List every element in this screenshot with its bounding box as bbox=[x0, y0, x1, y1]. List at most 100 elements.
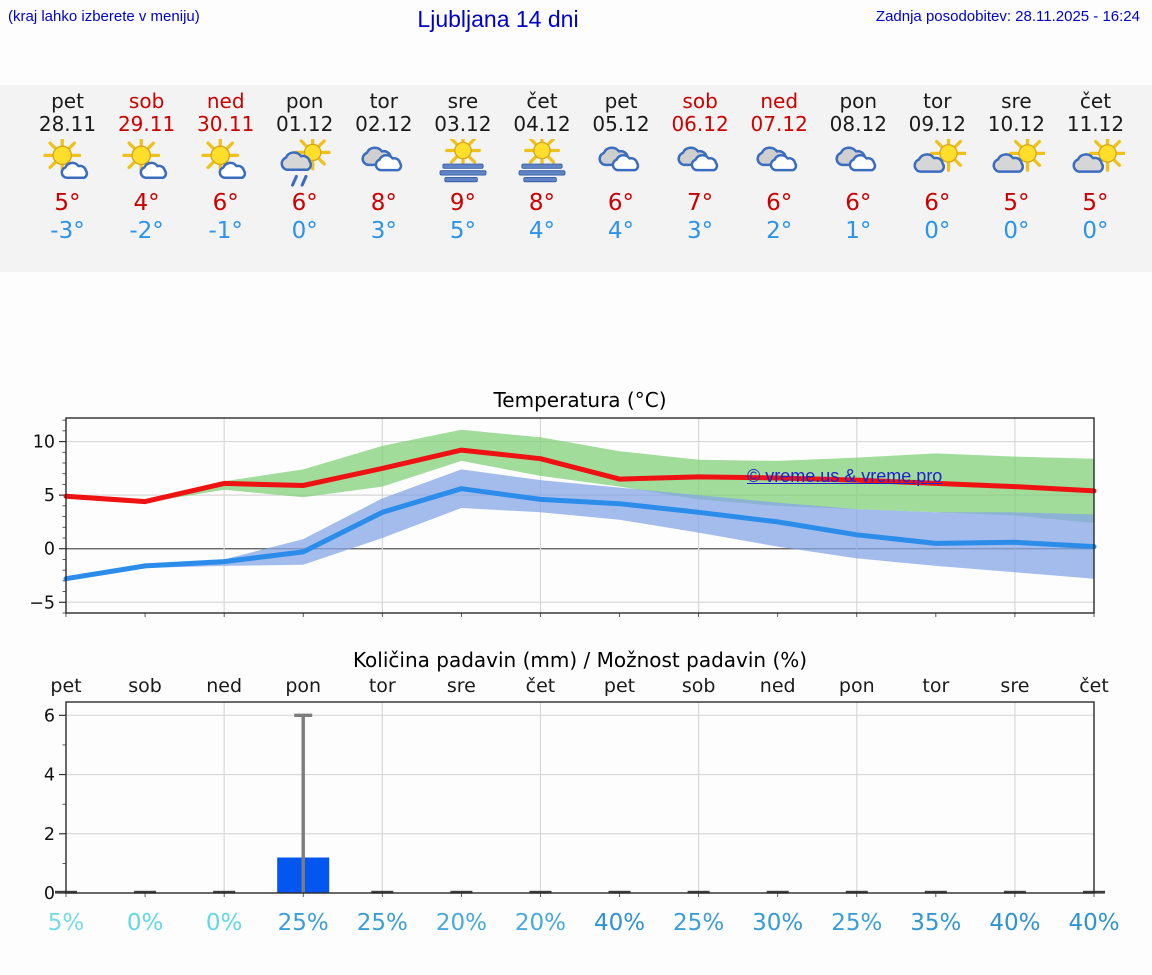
rain-streak bbox=[290, 174, 298, 187]
zero-precip-mark bbox=[371, 890, 394, 894]
sun-cloud-icon bbox=[197, 136, 255, 187]
zero-precip-mark bbox=[766, 890, 789, 894]
high-temp: 8° bbox=[528, 190, 556, 216]
sun-cloud-icon bbox=[118, 136, 176, 187]
cloudy-icon bbox=[355, 139, 413, 187]
sun-shape bbox=[444, 132, 481, 169]
day-name: ned bbox=[760, 89, 799, 113]
precip-probability-label: 40% bbox=[989, 910, 1040, 936]
temperature-chart-title: Temperatura (°C) bbox=[493, 388, 667, 412]
day-column: čet 04.12 8° 4° bbox=[502, 90, 582, 246]
precip-day-label: pon bbox=[285, 675, 321, 697]
sun-ray bbox=[225, 141, 234, 150]
page-title: Ljubljana 14 dni bbox=[417, 6, 579, 32]
fog-sun-icon bbox=[513, 132, 571, 187]
day-column: pon 01.12 6° 0° bbox=[265, 90, 345, 246]
sun-ray bbox=[47, 161, 56, 170]
location-hint[interactable]: (kraj lahko izberete v meniju) bbox=[8, 8, 200, 25]
plot-frame bbox=[65, 701, 1095, 894]
sun-ray bbox=[146, 141, 155, 150]
day-date: 05.12 bbox=[592, 112, 650, 136]
sun-ray bbox=[954, 139, 963, 148]
low-temp: 5° bbox=[449, 218, 476, 244]
sun-ray bbox=[1014, 139, 1023, 148]
cloud-shape bbox=[913, 153, 946, 173]
day-date: 10.12 bbox=[987, 112, 1046, 136]
sun-ray bbox=[449, 137, 458, 146]
zero-precip-mark bbox=[213, 890, 236, 894]
cloud-sun-icon bbox=[1067, 134, 1126, 187]
precip-day-label: čet bbox=[1079, 675, 1109, 697]
day-name: pet bbox=[51, 89, 84, 113]
sun-ray bbox=[1112, 139, 1121, 148]
low-temp: 3° bbox=[370, 218, 397, 244]
sun-ray bbox=[1112, 158, 1121, 167]
low-temp: 4° bbox=[607, 218, 635, 244]
y-tick-label: −5 bbox=[29, 593, 55, 613]
high-temp: 4° bbox=[133, 190, 160, 216]
sun-ray bbox=[1033, 139, 1042, 148]
precip-day-label: sob bbox=[128, 675, 162, 697]
cloud-shape bbox=[992, 153, 1025, 173]
sun-ray bbox=[206, 161, 215, 170]
high-temp: 6° bbox=[607, 190, 635, 216]
y-tick-label: 2 bbox=[44, 825, 55, 845]
y-tick-label: 4 bbox=[44, 766, 55, 786]
high-temp: 6° bbox=[766, 190, 793, 216]
day-name: pet bbox=[604, 89, 638, 113]
zero-precip-mark bbox=[845, 890, 868, 894]
low-temp: -1° bbox=[208, 218, 243, 244]
precip-probability-label: 25% bbox=[357, 910, 408, 936]
y-tick-label: 6 bbox=[44, 706, 55, 726]
fog-bar bbox=[439, 170, 487, 176]
day-name: čet bbox=[1079, 89, 1112, 113]
precip-day-label: ned bbox=[206, 675, 242, 697]
high-temp: 7° bbox=[687, 190, 714, 216]
precip-day-label: ned bbox=[760, 675, 796, 697]
day-date: 11.12 bbox=[1066, 112, 1125, 136]
day-name: pon bbox=[285, 89, 324, 113]
precip-day-label: tor bbox=[922, 675, 949, 697]
precip-probability-label: 25% bbox=[673, 910, 724, 936]
max-temperature-range-band bbox=[66, 429, 1094, 523]
cloud-shape bbox=[374, 154, 402, 172]
low-temp: 3° bbox=[687, 218, 714, 244]
sun-ray bbox=[954, 158, 963, 167]
precip-day-label: sre bbox=[447, 675, 476, 697]
cloudy-icon bbox=[592, 139, 650, 187]
sun-ray bbox=[468, 137, 477, 146]
day-name: sob bbox=[128, 89, 165, 113]
zero-precip-mark bbox=[529, 890, 552, 894]
cloud-shape bbox=[611, 154, 640, 172]
day-date: 08.12 bbox=[829, 112, 887, 136]
day-name: sre bbox=[1001, 89, 1032, 113]
high-temp: 5° bbox=[1003, 190, 1030, 216]
sun-ray bbox=[468, 155, 477, 164]
precip-probability-label: 20% bbox=[436, 910, 487, 936]
day-column: sre 10.12 5° 0° bbox=[976, 90, 1056, 246]
precip-probability-label: 40% bbox=[1068, 910, 1119, 936]
low-temp: 4° bbox=[528, 218, 556, 244]
precip-probability-label: 5% bbox=[48, 910, 85, 936]
day-date: 06.12 bbox=[671, 112, 729, 136]
watermark-link[interactable]: © vreme.us & vreme.pro bbox=[747, 466, 943, 486]
sun-ray bbox=[299, 139, 308, 148]
y-tick-label: 0 bbox=[44, 884, 55, 904]
sun-ray bbox=[547, 155, 556, 164]
fog-bar bbox=[444, 177, 478, 183]
zero-precip-mark bbox=[134, 890, 157, 894]
day-column: ned 30.11 6° -1° bbox=[186, 90, 266, 246]
day-date: 02.12 bbox=[355, 112, 413, 136]
day-name: čet bbox=[526, 89, 558, 113]
day-column: tor 09.12 6° 0° bbox=[897, 90, 977, 246]
day-column: čet 11.12 5° 0° bbox=[1056, 90, 1136, 246]
low-temp: 0° bbox=[1082, 218, 1109, 244]
forecast-strip: pet 28.11 5° -3° sob 29.11 4° -2° ned 30.11 6° -1° p… bbox=[0, 85, 1152, 272]
cloudy-icon bbox=[671, 139, 729, 187]
day-column: sob 06.12 7° 3° bbox=[660, 90, 740, 246]
day-date: 29.11 bbox=[117, 112, 176, 136]
y-tick-label: 0 bbox=[44, 540, 55, 560]
sun-shape bbox=[524, 132, 560, 169]
cloud-sun-icon bbox=[987, 134, 1047, 187]
y-tick-label: 5 bbox=[44, 486, 55, 506]
